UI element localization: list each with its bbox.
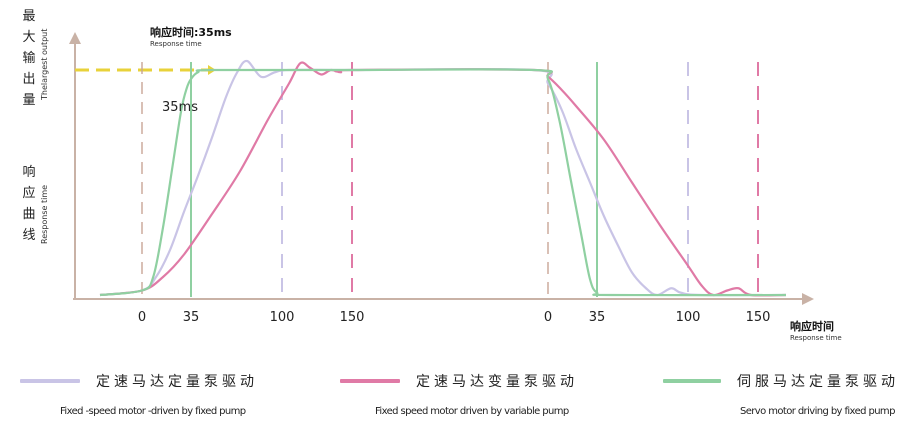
annotation-title: 响应时间:35ms [150,26,232,39]
y-axis-sub-char: 应 [22,186,36,201]
y-axis-sub-label-en: Response time [40,184,49,244]
x-tick-label: 150 [745,310,771,325]
legend-swatch [20,379,80,383]
y-axis-label-en: Thelargest output [40,28,49,100]
legend-label-cn: 定速马达变量泵驱动 [416,374,578,390]
x-axis-label-cn: 响应时间 [790,320,834,333]
y-axis-sub-label-cn: 响应曲线 [22,162,36,246]
y-axis-label-cn: 最大输出量 [22,6,36,111]
y-axis-char: 量 [22,93,36,108]
x-tick-label: 0 [137,310,147,325]
x-tick-label: 100 [675,310,701,325]
x-tick-label: 100 [269,310,295,325]
series-line [99,68,787,297]
legend-label-cn: 定速马达定量泵驱动 [96,374,258,390]
legend-swatch [663,379,721,383]
x-tick-label: 0 [543,310,553,325]
y-axis-char: 最 [22,9,36,24]
axes [69,32,814,305]
legend-swatch [340,379,400,383]
y-axis-arrow [69,32,81,44]
y-axis-sub-char: 线 [22,228,36,243]
series-lines [99,59,787,297]
x-axis-label-en: Response time [790,334,842,342]
legend-label-en: Fixed -speed motor -driven by fixed pump [60,406,246,417]
annotation-35ms: 35ms [162,100,198,115]
y-axis-char: 大 [22,30,36,45]
y-axis-sub-char: 响 [22,165,36,180]
y-axis-sub-char: 曲 [22,207,36,222]
series-line [99,61,787,297]
annotation-subtitle: Response time [150,40,202,48]
legend-label-cn: 伺服马达定量泵驱动 [737,374,898,390]
legend-label-en: Fixed speed motor driven by variable pum… [375,406,569,417]
y-axis-char: 输 [22,51,36,66]
marker-lines [141,62,759,297]
x-tick-label: 35 [182,310,200,325]
y-axis-char: 出 [22,72,36,87]
x-tick-label: 35 [588,310,606,325]
legend-label-en: Servo motor driving by fixed pump [740,406,895,417]
x-tick-label: 150 [339,310,365,325]
x-axis-arrow [802,293,814,305]
